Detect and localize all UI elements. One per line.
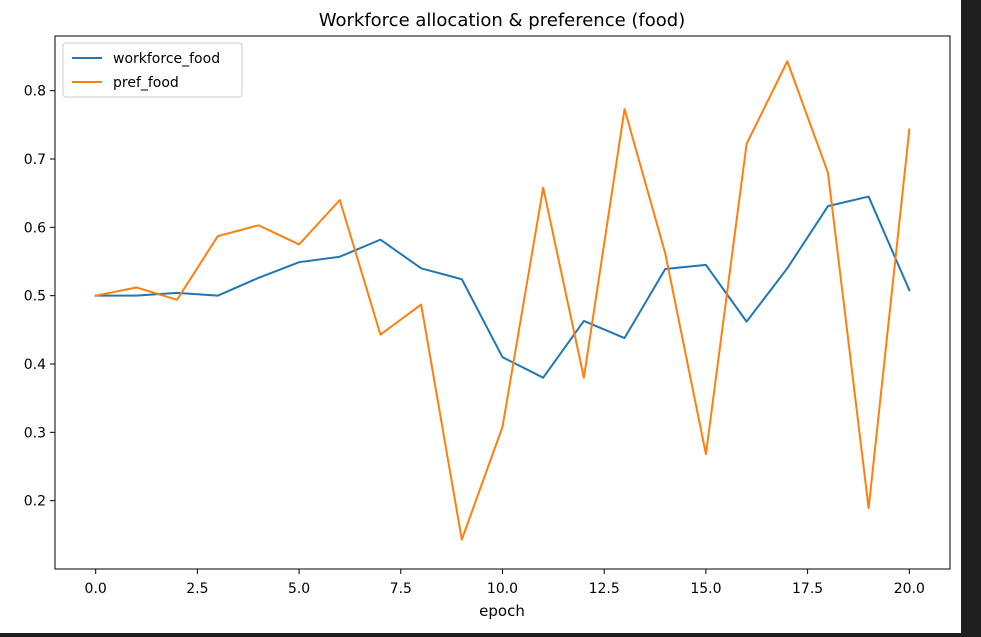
y-tick-label: 0.6 xyxy=(24,220,46,236)
series-line-pref_food xyxy=(94,60,911,541)
legend-label-pref_food: pref_food xyxy=(113,75,179,91)
x-tick-label: 10.0 xyxy=(487,581,518,597)
x-tick-label: 12.5 xyxy=(589,581,620,597)
y-tick-label: 0.8 xyxy=(24,84,46,100)
x-tick-label: 7.5 xyxy=(390,581,412,597)
x-tick-label: 0.0 xyxy=(85,581,107,597)
y-tick-label: 0.5 xyxy=(24,289,46,305)
y-tick-label: 0.4 xyxy=(24,357,46,373)
series-line-workforce_food xyxy=(94,195,911,379)
x-tick-label: 2.5 xyxy=(186,581,208,597)
x-tick-label: 15.0 xyxy=(690,581,721,597)
y-tick-label: 0.2 xyxy=(24,494,46,510)
chart-title: Workforce allocation & preference (food) xyxy=(319,10,686,31)
window-scrollbar-track xyxy=(961,0,981,633)
legend-box xyxy=(62,42,243,98)
y-tick-label: 0.3 xyxy=(24,425,46,441)
x-tick-label: 17.5 xyxy=(792,581,823,597)
x-tick-label: 5.0 xyxy=(288,581,310,597)
y-tick-label: 0.7 xyxy=(24,152,46,168)
plot-area: 0.0 2.5 5.0 7.5 10.0 12.5 15.0 17.5 20.0 0.2 0.3 0.… xyxy=(24,35,951,597)
x-tick-label: 20.0 xyxy=(894,581,925,597)
x-axis-label: epoch xyxy=(479,602,525,620)
legend-label-workforce_food: workforce_food xyxy=(113,51,220,67)
